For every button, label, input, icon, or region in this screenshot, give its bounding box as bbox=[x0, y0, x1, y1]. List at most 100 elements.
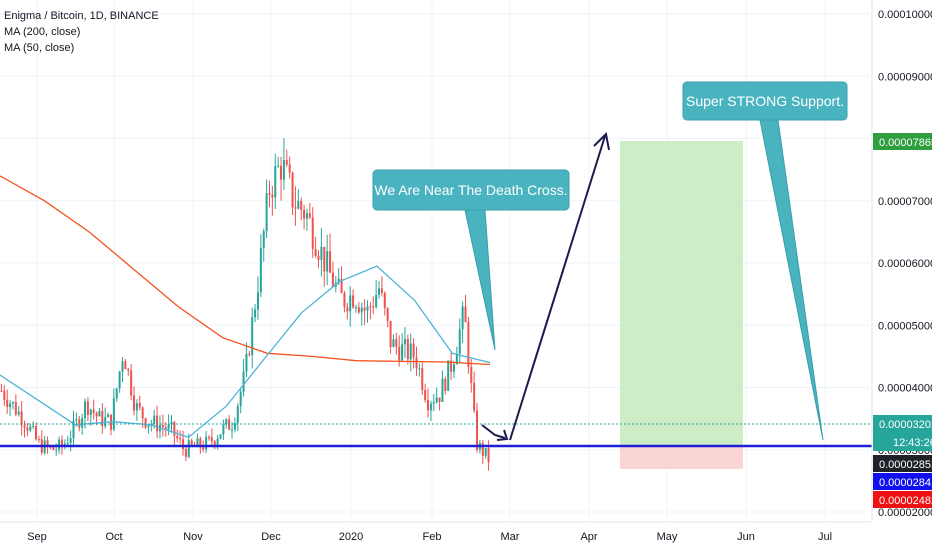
stop-price-tag: 0.00002482 bbox=[873, 491, 932, 508]
candle-body bbox=[357, 307, 360, 313]
candle-body bbox=[112, 398, 115, 430]
candle-body bbox=[476, 410, 479, 450]
candle-body bbox=[409, 343, 412, 360]
candle-body bbox=[444, 378, 447, 391]
candle-body bbox=[254, 309, 257, 318]
candle-body bbox=[326, 251, 329, 272]
symbol-title[interactable]: Enigma / Bitcoin, 1D, BINANCE bbox=[4, 10, 159, 22]
candle-body bbox=[418, 368, 421, 370]
candle-body bbox=[86, 401, 89, 415]
x-tick-label: Jun bbox=[737, 531, 755, 543]
support-callout[interactable]: Super STRONG Support. bbox=[682, 81, 848, 441]
candle-body bbox=[135, 403, 138, 411]
x-tick-label: Jul bbox=[818, 531, 832, 543]
last-price-tag-text: 0.00003202 bbox=[879, 419, 932, 431]
x-tick-label: Dec bbox=[261, 531, 281, 543]
candle-body bbox=[461, 306, 464, 330]
candle-body bbox=[285, 160, 288, 165]
candle-body bbox=[352, 295, 355, 308]
candle-body bbox=[282, 160, 285, 180]
candle-body bbox=[401, 344, 404, 361]
candle-body bbox=[184, 449, 187, 457]
candle-body bbox=[101, 411, 104, 427]
candle-body bbox=[52, 447, 55, 450]
candle-body bbox=[487, 448, 490, 463]
candle-body bbox=[424, 390, 427, 400]
candle-body bbox=[89, 409, 92, 415]
candle-body bbox=[291, 172, 294, 208]
candle-body bbox=[392, 339, 395, 348]
candle-body bbox=[167, 424, 170, 430]
candle-body bbox=[395, 339, 398, 347]
candle-body bbox=[11, 402, 14, 404]
candle-body bbox=[372, 306, 375, 308]
x-tick-label: Feb bbox=[423, 531, 442, 543]
candle-body bbox=[441, 378, 444, 402]
candle-body bbox=[196, 438, 199, 447]
candle-body bbox=[245, 353, 248, 372]
candle-body bbox=[340, 278, 343, 294]
candle-body bbox=[435, 397, 438, 403]
x-tick-label: Sep bbox=[27, 531, 47, 543]
candle-body bbox=[366, 306, 369, 311]
time-axis[interactable]: Sep Oct Nov Dec 2020 Feb Mar Apr May Jun Jul bbox=[0, 521, 872, 543]
candle-body bbox=[343, 293, 346, 308]
last-price-tag: 0.00003202 12:43:26 bbox=[873, 415, 932, 451]
support-box bbox=[682, 81, 848, 121]
support-pointer bbox=[759, 119, 824, 441]
candle-body bbox=[346, 307, 349, 312]
candle-body bbox=[331, 272, 334, 287]
death-cross-callout[interactable]: We Are Near The Death Cross. bbox=[372, 169, 570, 351]
y-tick-label: 0.00006000 bbox=[878, 258, 932, 270]
candle-body bbox=[170, 421, 173, 425]
candle-body bbox=[248, 353, 251, 356]
candle-body bbox=[32, 426, 35, 428]
candle-body bbox=[251, 317, 254, 356]
candle-body bbox=[225, 419, 228, 425]
candle-body bbox=[6, 399, 9, 408]
candle-body bbox=[95, 412, 98, 417]
y-tick-label: 0.00009000 bbox=[878, 71, 932, 83]
candle-body bbox=[383, 293, 386, 309]
candle-body bbox=[118, 371, 121, 389]
price-tags: 0.00007865 0.00003202 12:43:26 0.0000285… bbox=[873, 133, 932, 508]
entry-price-tag: 0.00002852 bbox=[873, 455, 932, 472]
death-cross-pointer bbox=[464, 209, 496, 351]
candle-body bbox=[176, 435, 179, 439]
candle-body bbox=[231, 429, 234, 431]
candle-body bbox=[380, 288, 383, 294]
candle-body bbox=[256, 292, 259, 310]
candle-body bbox=[213, 441, 216, 445]
candle-body bbox=[271, 194, 274, 198]
ma200-legend[interactable]: MA (200, close) bbox=[4, 26, 81, 38]
candle-body bbox=[363, 307, 366, 311]
ma50-legend[interactable]: MA (50, close) bbox=[4, 42, 75, 54]
candle-body bbox=[464, 306, 467, 323]
candle-body bbox=[398, 346, 401, 361]
y-tick-label: 0.00005000 bbox=[878, 320, 932, 332]
candle-body bbox=[20, 411, 23, 426]
candle-body bbox=[216, 438, 219, 445]
y-tick-label: 0.00002000 bbox=[878, 507, 932, 519]
candle-body bbox=[164, 427, 167, 430]
x-tick-label: Mar bbox=[501, 531, 520, 543]
candle-body bbox=[308, 213, 311, 218]
candle-body bbox=[320, 246, 323, 260]
candle-body bbox=[427, 399, 430, 411]
arrow-annotations bbox=[481, 131, 610, 441]
entry-price-tag-bg bbox=[873, 455, 932, 472]
candle-body bbox=[199, 438, 202, 448]
candle-body bbox=[438, 397, 441, 402]
candle-body bbox=[205, 437, 208, 450]
candle-body bbox=[173, 421, 176, 436]
candle-body bbox=[121, 361, 124, 372]
rise-arrow bbox=[509, 135, 606, 441]
candle-body bbox=[297, 201, 300, 209]
candle-body bbox=[98, 411, 101, 417]
death-cross-box bbox=[372, 169, 570, 211]
candle-body bbox=[484, 448, 487, 456]
candle-body bbox=[133, 395, 136, 411]
y-tick-label: 0.00004000 bbox=[878, 383, 932, 395]
candle-body bbox=[17, 411, 20, 415]
